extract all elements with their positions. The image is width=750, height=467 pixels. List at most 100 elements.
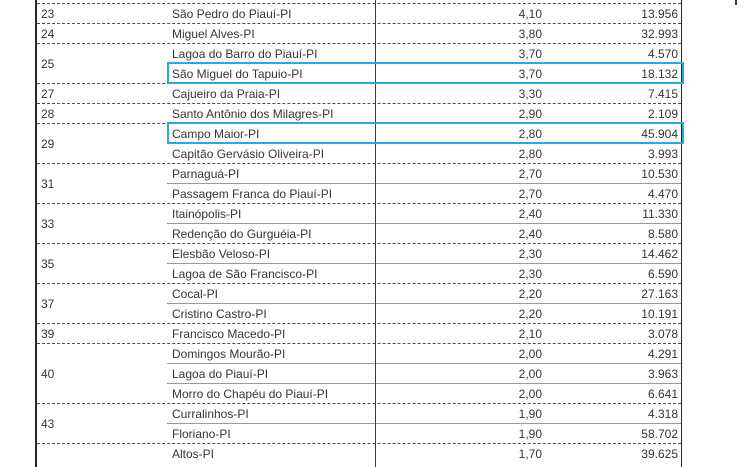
index-value-cell: 2,30 (518, 266, 542, 281)
municipality-name-cell: Curralinhos-PI (172, 406, 249, 421)
index-value-cell: 2,30 (518, 246, 542, 261)
table-row: Francisco Macedo-PI 2,10 3.078 (167, 324, 681, 343)
population-cell: 4.291 (647, 346, 678, 361)
table-row: Altos-PI 1,70 39.625 (167, 444, 681, 463)
municipality-name-cell: Cristino Castro-PI (172, 306, 267, 321)
index-value-cell: 1,70 (518, 446, 542, 461)
table-row: Curralinhos-PI 1,90 4.318 (167, 404, 681, 423)
rank-cell: 23 (41, 6, 55, 21)
municipality-name-cell: Elesbão Veloso-PI (172, 246, 271, 261)
table-row: Lagoa do Piauí-PI 2,00 3.963 (167, 363, 681, 383)
table-row-highlighted: São Miguel do Tapuio-PI 3,70 18.132 (167, 62, 684, 84)
index-value-cell: 2,90 (518, 106, 542, 121)
municipality-name-cell: Lagoa do Barro do Piauí-PI (172, 46, 318, 61)
population-cell: 27.163 (641, 286, 678, 301)
table-row: Santo Antônio dos Milagres-PI 2,90 2.109 (167, 104, 681, 123)
population-cell: 7.415 (647, 86, 678, 101)
municipality-name-cell: Miguel Alves-PI (172, 26, 255, 41)
rank-group: 40 Domingos Mourão-PI 2,00 4.291 Lagoa do Pi… (37, 343, 681, 403)
index-value-cell: 1,90 (518, 406, 542, 421)
rank-group: 27 Cajueiro da Praia-PI 3,30 7.415 (37, 83, 681, 103)
population-cell: 32.993 (641, 26, 678, 41)
index-value-cell: 1,90 (518, 426, 542, 441)
rank-cell: 31 (41, 176, 55, 191)
rank-cell: 27 (41, 86, 55, 101)
rank-group: 24 Miguel Alves-PI 3,80 32.993 (37, 23, 681, 43)
table-row: São Pedro do Piauí-PI 4,10 13.956 (167, 4, 681, 23)
municipality-name-cell: Santo Antônio dos Milagres-PI (172, 106, 334, 121)
index-value-cell: 3,70 (518, 66, 542, 81)
population-cell: 58.702 (641, 426, 678, 441)
rank-cell: 43 (41, 416, 55, 431)
rank-cell: 33 (41, 216, 55, 231)
rank-group: 28 Santo Antônio dos Milagres-PI 2,90 2.109 (37, 103, 681, 123)
table-row: Passagem Franca do Piauí-PI 2,70 4.470 (167, 183, 681, 203)
table-row: Capitão Gervásio Oliveira-PI 2,80 3.993 (167, 143, 681, 163)
table-row: Lagoa do Barro do Piauí-PI 3,70 4.570 (167, 44, 681, 63)
municipality-name-cell: Itainópolis-PI (172, 206, 242, 221)
rank-group: 43 Curralinhos-PI 1,90 4.318 Floriano-PI 1,90… (37, 403, 681, 443)
table-row: Cajueiro da Praia-PI 3,30 7.415 (167, 84, 681, 103)
table-row: Elesbão Veloso-PI 2,30 14.462 (167, 244, 681, 263)
table-row: Itainópolis-PI 2,40 11.330 (167, 204, 681, 223)
table-row: Cristino Castro-PI 2,20 10.191 (167, 303, 681, 323)
index-value-cell: 3,80 (518, 26, 542, 41)
municipality-name-cell: Altos-PI (172, 446, 215, 461)
index-value-cell: 2,70 (518, 166, 542, 181)
municipality-name-cell: Francisco Macedo-PI (172, 326, 286, 341)
population-cell: 3.993 (647, 146, 678, 161)
municipality-name-cell: São Miguel do Tapuio-PI (172, 66, 303, 81)
municipality-name-cell: Passagem Franca do Piauí-PI (172, 186, 333, 201)
population-cell: 4.318 (647, 406, 678, 421)
index-value-cell: 2,80 (518, 126, 542, 141)
rank-cell: 29 (41, 136, 55, 151)
table-row-highlighted: Campo Maior-PI 2,80 45.904 (167, 122, 684, 144)
municipality-name-cell: Campo Maior-PI (172, 126, 260, 141)
rank-cell: 35 (41, 256, 55, 271)
population-cell: 45.904 (641, 126, 678, 141)
rank-group: 23 São Pedro do Piauí-PI 4,10 13.956 (37, 3, 681, 23)
rank-cell: 40 (41, 366, 55, 381)
municipality-name-cell: Morro do Chapéu do Piauí-PI (172, 386, 329, 401)
municipality-name-cell: Cajueiro da Praia-PI (172, 86, 281, 101)
municipality-ranking-table: 23 São Pedro do Piauí-PI 4,10 13.956 24 Migue… (35, 0, 684, 467)
municipality-name-cell: Floriano-PI (172, 426, 231, 441)
population-cell: 3.078 (647, 326, 678, 341)
rank-cell: 39 (41, 326, 55, 341)
rank-group: 39 Francisco Macedo-PI 2,10 3.078 (37, 323, 681, 343)
municipality-name-cell: Lagoa de São Francisco-PI (172, 266, 318, 281)
municipality-name-cell: São Pedro do Piauí-PI (172, 6, 292, 21)
population-cell: 13.956 (641, 6, 678, 21)
population-cell: 4.470 (647, 186, 678, 201)
rank-group: 25 Lagoa do Barro do Piauí-PI 3,70 4.570 São… (37, 43, 684, 84)
rank-group: Altos-PI 1,70 39.625 (37, 443, 681, 463)
rank-group: 35 Elesbão Veloso-PI 2,30 14.462 Lagoa de Sã… (37, 243, 681, 283)
index-value-cell: 2,20 (518, 286, 542, 301)
population-cell: 6.641 (647, 386, 678, 401)
index-value-cell: 2,80 (518, 146, 542, 161)
rank-cell: 24 (41, 26, 55, 41)
municipality-name-cell: Redenção do Gurguéia-PI (172, 226, 312, 241)
population-cell: 10.530 (641, 166, 678, 181)
column-divider-line (375, 0, 376, 467)
rank-cell: 28 (41, 106, 55, 121)
index-value-cell: 2,00 (518, 346, 542, 361)
table-row: Redenção do Gurguéia-PI 2,40 8.580 (167, 223, 681, 243)
population-cell: 10.191 (641, 306, 678, 321)
index-value-cell: 2,00 (518, 366, 542, 381)
rank-group: 33 Itainópolis-PI 2,40 11.330 Redenção do Gu… (37, 203, 681, 243)
cut-off-border-tick (735, 0, 737, 5)
municipality-name-cell: Parnaguá-PI (172, 166, 240, 181)
table-row: Cocal-PI 2,20 27.163 (167, 284, 681, 303)
population-cell: 4.570 (647, 46, 678, 61)
index-value-cell: 2,70 (518, 186, 542, 201)
population-cell: 39.625 (641, 446, 678, 461)
table-row: Floriano-PI 1,90 58.702 (167, 423, 681, 443)
municipality-name-cell: Cocal-PI (172, 286, 219, 301)
population-cell: 11.330 (642, 206, 678, 221)
index-value-cell: 2,40 (518, 226, 542, 241)
index-value-cell: 2,40 (518, 206, 542, 221)
index-value-cell: 2,10 (518, 326, 542, 341)
index-value-cell: 3,70 (518, 46, 542, 61)
municipality-name-cell: Domingos Mourão-PI (172, 346, 286, 361)
